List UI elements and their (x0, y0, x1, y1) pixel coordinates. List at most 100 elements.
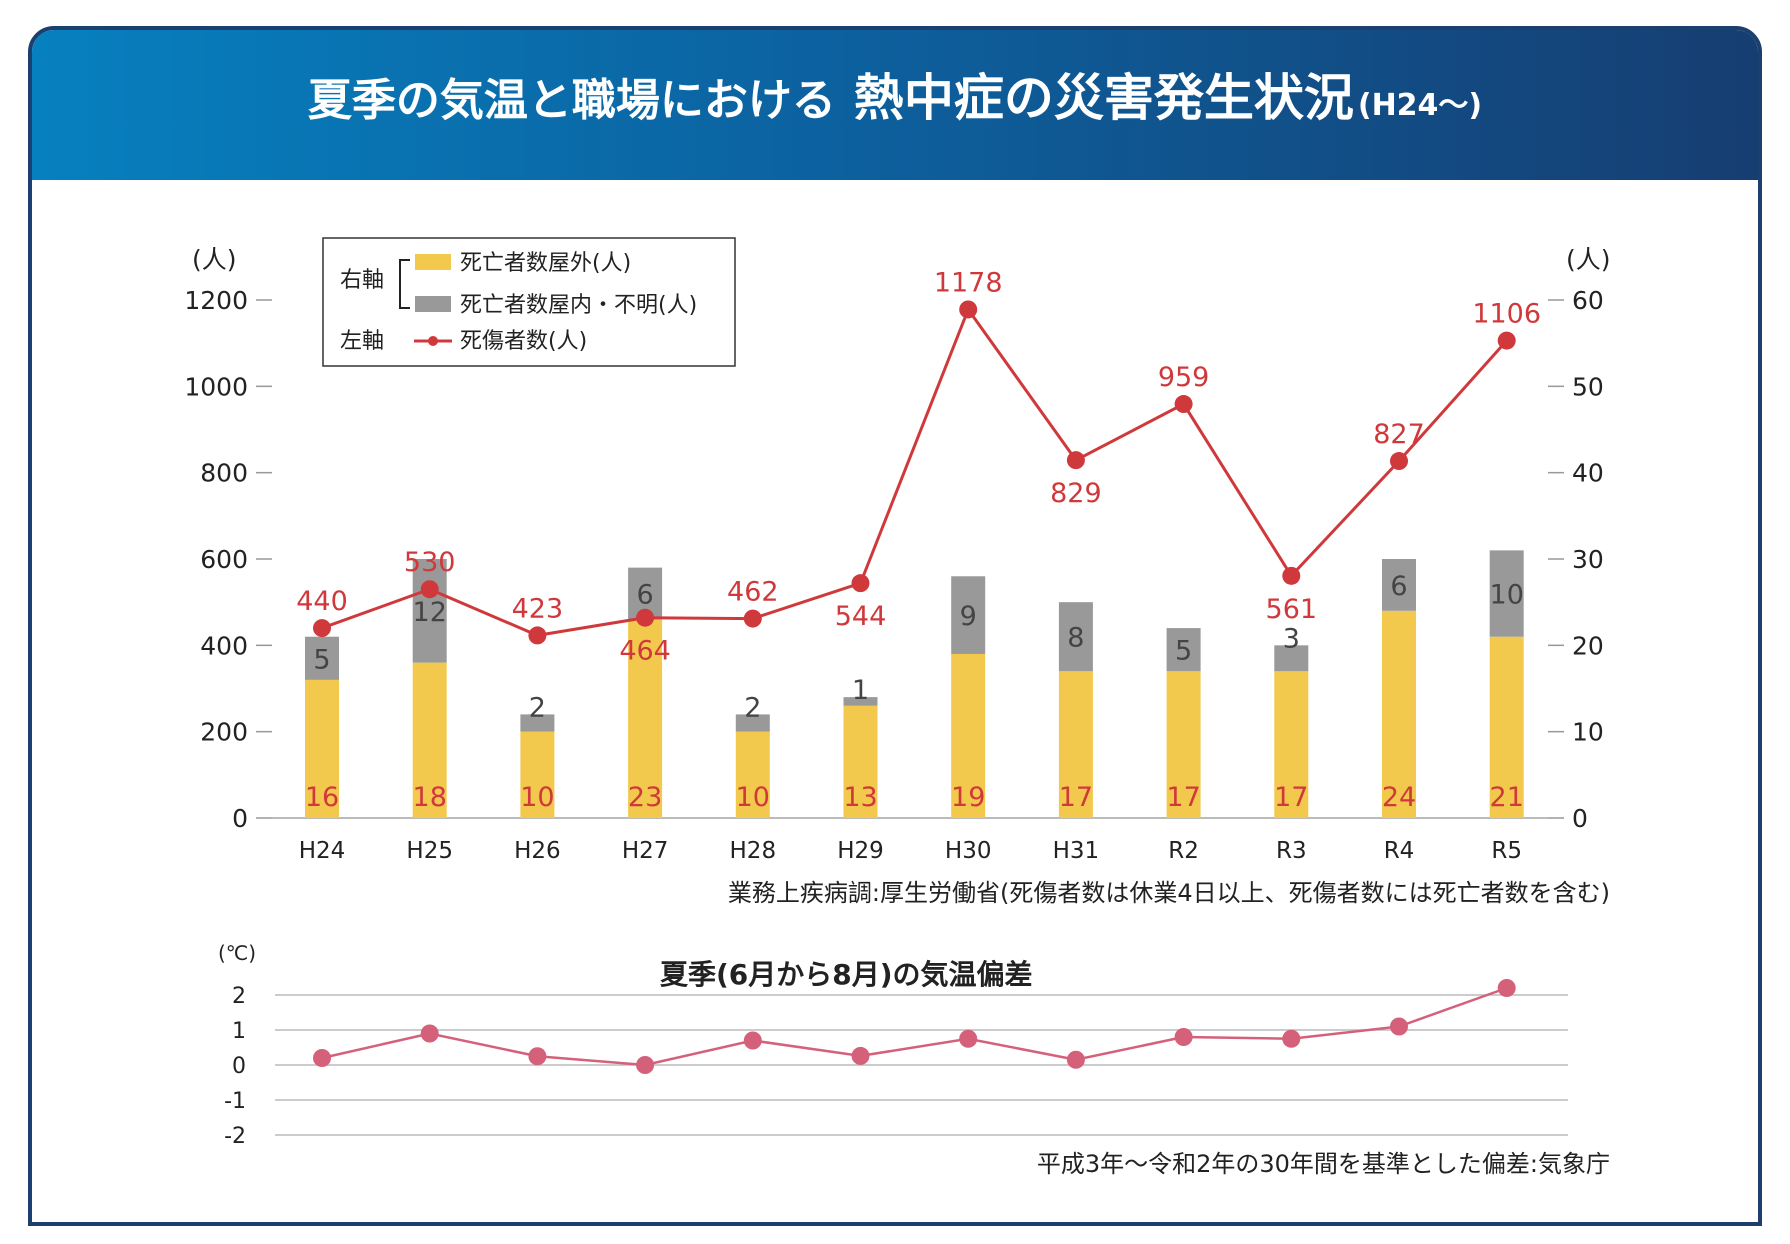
legend-line-marker (428, 336, 438, 346)
temperature-point (313, 1049, 331, 1067)
outdoor-bar (1166, 671, 1201, 818)
outdoor-bar (305, 679, 339, 818)
casualty-value-label: 561 (1266, 594, 1318, 625)
indoor-bar (412, 559, 447, 663)
left-axis-unit: (人) (192, 245, 237, 274)
outdoor-bar (520, 731, 555, 818)
casualty-point (851, 574, 870, 593)
legend-indoor-swatch (415, 296, 451, 312)
x-tick-label: H30 (945, 838, 992, 864)
indoor-bar (1058, 602, 1093, 672)
temperature-point (1066, 1050, 1085, 1069)
x-tick-label: H28 (730, 838, 777, 864)
outdoor-value-label: 16 (305, 782, 339, 813)
casualty-point (1066, 451, 1085, 470)
temperature-point (959, 1029, 978, 1048)
title-banner: 夏季の気温と職場における 熱中症の災害発生状況 (H24～) (32, 30, 1758, 180)
x-tick-label: H29 (837, 838, 884, 864)
left-tick-label: 400 (200, 631, 248, 660)
outdoor-value-label: 17 (1274, 782, 1308, 813)
right-tick-label: 50 (1572, 372, 1604, 401)
casualty-value-label: 1106 (1472, 299, 1541, 330)
temperature-point (636, 1056, 655, 1074)
right-tick-label: 10 (1572, 718, 1604, 747)
outdoor-bar (735, 731, 770, 818)
x-tick-label: H27 (622, 838, 669, 864)
outdoor-value-label: 23 (628, 782, 662, 813)
indoor-value-label: 5 (1175, 636, 1192, 667)
outdoor-value-label: 10 (736, 782, 770, 813)
casualty-point (1174, 395, 1193, 414)
casualty-value-label: 464 (619, 636, 671, 667)
temp-tick-label: 1 (232, 1019, 246, 1044)
outdoor-value-label: 19 (951, 782, 985, 813)
main-source-note: 業務上疾病調:厚生労働省(死傷者数は休業4日以上、死傷者数には死亡者数を含む) (728, 879, 1610, 907)
x-tick-label: H26 (514, 838, 561, 864)
casualty-value-label: 423 (512, 593, 564, 624)
outdoor-bar (843, 705, 878, 818)
indoor-value-label: 12 (413, 597, 447, 628)
temperature-point (743, 1031, 762, 1050)
temperature-point (1174, 1028, 1193, 1046)
casualty-point (1497, 331, 1516, 350)
indoor-bar (520, 714, 555, 732)
casualty-value-label: 827 (1373, 419, 1425, 450)
casualty-point (528, 626, 547, 645)
legend-right-axis-label: 右軸 (340, 268, 384, 293)
legend-bracket (399, 259, 410, 309)
indoor-value-label: 10 (1490, 580, 1524, 611)
indoor-bar (305, 636, 339, 680)
x-tick-label: R4 (1384, 838, 1415, 864)
legend-box (322, 237, 736, 367)
title-suffix: (H24～) (1357, 88, 1483, 123)
legend-left-axis-label: 左軸 (340, 329, 384, 354)
outdoor-value-label: 24 (1382, 782, 1416, 813)
temp-gridlines (275, 994, 1568, 1136)
temp-tick-label: 0 (232, 1054, 246, 1079)
temperature-point (851, 1046, 870, 1065)
x-tick-label: R5 (1491, 838, 1522, 864)
casualty-value-label: 544 (835, 601, 887, 632)
temperature-chart: (℃) 夏季(6月から8月)の気温偏差 2 1 0 -1 -2 平成3年～令和2年の30… (218, 941, 1610, 1178)
title-emphasis: 熱中症の災害発生状況 (853, 69, 1354, 127)
x-tick-label: H24 (299, 838, 346, 864)
right-axis-unit: (人) (1566, 245, 1611, 274)
temp-tick-label: -1 (224, 1089, 246, 1114)
left-tick-label: 1200 (184, 286, 248, 315)
x-axis-labels: H24 H25 H26 H27 H28 H29 H30 H31 R2 R3 R4 R5 (299, 838, 1522, 864)
x-tick-label: R2 (1168, 838, 1199, 864)
indoor-value-label: 2 (529, 692, 546, 723)
right-tick-label: 30 (1572, 545, 1604, 574)
temp-tick-label: -2 (224, 1124, 246, 1149)
x-tick-label: R3 (1276, 838, 1307, 864)
right-tick-label: 60 (1572, 286, 1604, 315)
casualty-point (959, 300, 978, 319)
right-tick-label: 0 (1572, 804, 1588, 833)
casualty-point (313, 619, 331, 638)
indoor-value-label: 9 (960, 601, 977, 632)
legend-outdoor-swatch (415, 254, 451, 270)
left-tick-label: 600 (200, 545, 248, 574)
temperature-point (1497, 979, 1516, 997)
indoor-bar (843, 697, 878, 706)
casualty-line (321, 306, 1508, 637)
right-tick-label: 40 (1572, 459, 1604, 488)
outdoor-bar (1058, 671, 1093, 818)
title-main: 夏季の気温と職場における (307, 75, 836, 126)
outdoor-value-label: 13 (843, 782, 877, 813)
casualty-point (636, 608, 655, 627)
outdoor-bar (1489, 636, 1524, 818)
temp-chart-title: 夏季(6月から8月)の気温偏差 (660, 958, 1033, 991)
indoor-value-label: 3 (1283, 623, 1300, 654)
casualty-point (1282, 566, 1301, 585)
outdoor-bar (1274, 671, 1309, 818)
left-tick-label: 0 (232, 804, 248, 833)
indoor-bar (1166, 628, 1201, 672)
outdoor-value-label: 21 (1490, 782, 1524, 813)
outdoor-bar (412, 662, 447, 818)
indoor-bar (951, 576, 986, 654)
temperature-point (420, 1024, 439, 1043)
indoor-value-label: 6 (1390, 571, 1407, 602)
x-tick-label: H25 (406, 838, 453, 864)
